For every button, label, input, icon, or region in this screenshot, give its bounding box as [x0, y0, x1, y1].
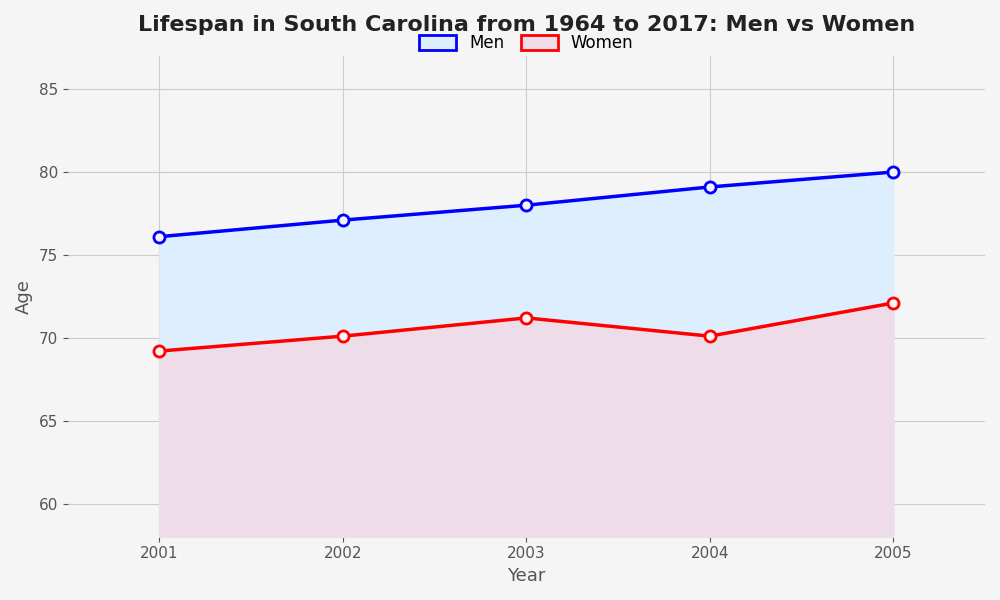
X-axis label: Year: Year	[507, 567, 546, 585]
Y-axis label: Age: Age	[15, 279, 33, 314]
Legend: Men, Women: Men, Women	[411, 26, 642, 61]
Title: Lifespan in South Carolina from 1964 to 2017: Men vs Women: Lifespan in South Carolina from 1964 to …	[138, 15, 915, 35]
